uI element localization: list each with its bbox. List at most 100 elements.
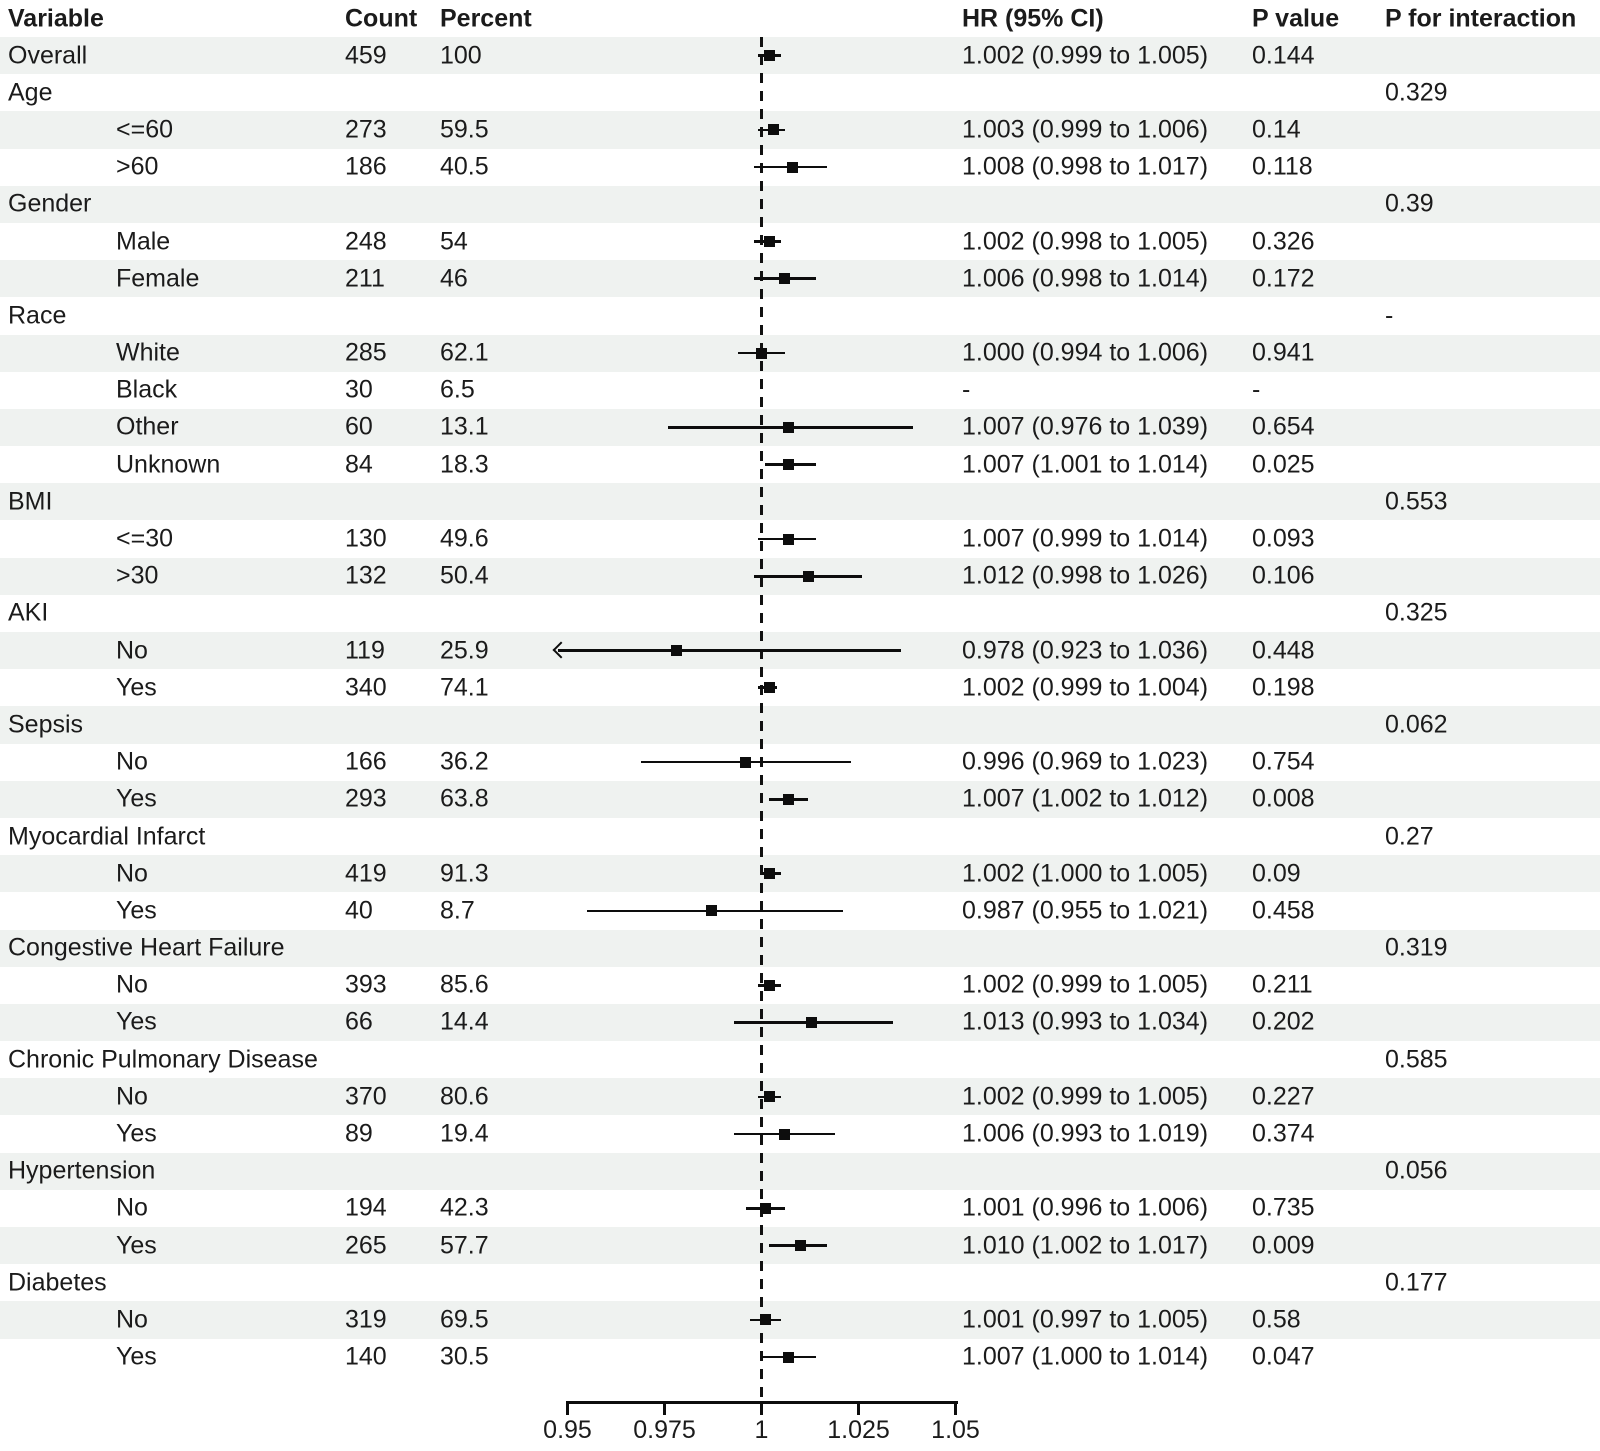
row-p-value: 0.448 [1252,636,1315,665]
row-percent: 36.2 [440,747,489,776]
row-count: 66 [345,1007,373,1036]
row-hr-ci-text: 1.007 (0.999 to 1.014) [962,524,1209,553]
x-axis: 0.95 0.975 1 1.025 1.05 [0,1401,1600,1451]
ci-line [557,649,902,652]
table-row: No 370 80.6 1.002 (0.999 to 1.005) 0.227 [0,1078,1600,1116]
row-p-value: 0.144 [1252,41,1315,70]
row-p-value: 0.58 [1252,1305,1301,1334]
row-variable-label: No [116,1082,148,1111]
row-hr-ci-text: 1.001 (0.997 to 1.005) [962,1305,1209,1334]
row-p-value: 0.09 [1252,859,1301,888]
row-percent: 69.5 [440,1305,489,1334]
row-hr-ci-text: 1.006 (0.993 to 1.019) [962,1119,1209,1148]
row-count: 60 [345,412,373,441]
row-count: 166 [345,747,387,776]
table-row: Female 211 46 1.006 (0.998 to 1.014) 0.1… [0,260,1600,298]
row-variable-label: Yes [116,1119,157,1148]
row-p-value: 0.211 [1252,970,1313,999]
row-percent: 62.1 [440,338,489,367]
hr-point-marker [763,682,775,694]
ci-clip-arrow-left-icon [552,641,570,659]
table-row: Yes 140 30.5 1.007 (1.000 to 1.014) 0.04… [0,1339,1600,1376]
table-row: AKI 0.325 [0,595,1600,632]
table-row: Yes 340 74.1 1.002 (0.999 to 1.004) 0.19… [0,669,1600,706]
row-p-value: 0.374 [1252,1119,1315,1148]
row-variable-label: Myocardial Infarct [8,822,206,851]
row-count: 419 [345,859,387,888]
row-count: 319 [345,1305,387,1334]
row-hr-ci-text: 1.006 (0.998 to 1.014) [962,264,1209,293]
row-p-value: 0.047 [1252,1342,1315,1371]
row-percent: 50.4 [440,561,489,590]
row-hr-ci-text: 1.010 (1.002 to 1.017) [962,1231,1209,1260]
row-hr-ci-text: - [962,375,971,404]
column-header-p-value: P value [1252,4,1340,32]
row-variable-label: Yes [116,896,157,925]
row-variable-label: No [116,747,148,776]
hr-point-marker [783,1351,795,1363]
hr-point-marker [759,1202,771,1214]
row-p-value: 0.326 [1252,227,1315,256]
hr-point-marker [783,533,795,545]
table-row: BMI 0.553 [0,483,1600,521]
row-count: 89 [345,1119,373,1148]
row-hr-ci-text: 1.002 (0.999 to 1.005) [962,41,1209,70]
row-hr-ci-text: 1.002 (0.999 to 1.005) [962,970,1209,999]
table-row: Myocardial Infarct 0.27 [0,818,1600,855]
row-p-value: 0.458 [1252,896,1315,925]
row-variable-label: Congestive Heart Failure [8,933,285,962]
row-percent: 100 [440,41,482,70]
table-row: No 393 85.6 1.002 (0.999 to 1.005) 0.211 [0,967,1600,1004]
row-variable-label: Race [8,301,67,330]
row-p-value: 0.118 [1252,152,1313,181]
table-row: No 119 25.9 0.978 (0.923 to 1.036) 0.448 [0,632,1600,670]
table-row: Yes 89 19.4 1.006 (0.993 to 1.019) 0.374 [0,1115,1600,1152]
row-variable-label: >30 [116,561,159,590]
table-row: Male 248 54 1.002 (0.998 to 1.005) 0.326 [0,223,1600,260]
table-row: Overall 459 100 1.002 (0.999 to 1.005) 0… [0,37,1600,75]
row-variable-label: Age [8,78,53,107]
row-percent: 18.3 [440,450,489,479]
row-variable-label: White [116,338,180,367]
row-hr-ci-text: 1.002 (1.000 to 1.005) [962,859,1209,888]
hr-point-marker [763,1091,775,1103]
table-row: Hypertension 0.056 [0,1152,1600,1190]
row-percent: 13.1 [440,412,489,441]
row-percent: 8.7 [440,896,475,925]
row-hr-ci-text: 1.007 (1.000 to 1.014) [962,1342,1209,1371]
row-variable-label: No [116,1305,148,1334]
hr-point-marker [783,421,795,433]
hr-point-marker [759,1314,771,1326]
hr-point-marker [763,236,775,248]
table-row: No 194 42.3 1.001 (0.996 to 1.006) 0.735 [0,1190,1600,1227]
row-variable-label: <=60 [116,115,174,144]
row-variable-label: Chronic Pulmonary Disease [8,1045,318,1074]
row-count: 293 [345,784,387,813]
row-count: 130 [345,524,387,553]
table-row: Diabetes 0.177 [0,1264,1600,1301]
hr-point-marker [740,756,752,768]
table-row: <=60 273 59.5 1.003 (0.999 to 1.006) 0.1… [0,111,1600,149]
hr-point-marker [763,979,775,991]
row-count: 340 [345,673,387,702]
row-p-interaction: 0.177 [1385,1268,1448,1297]
axis-tick [760,1401,763,1415]
axis-tick [954,1401,957,1415]
row-variable-label: Black [116,375,178,404]
row-hr-ci-text: 1.002 (0.998 to 1.005) [962,227,1209,256]
row-count: 211 [345,264,385,293]
table-row: <=30 130 49.6 1.007 (0.999 to 1.014) 0.0… [0,520,1600,557]
row-p-value: 0.106 [1252,561,1315,590]
row-percent: 80.6 [440,1082,489,1111]
row-count: 140 [345,1342,387,1371]
row-p-interaction: 0.056 [1385,1156,1448,1185]
row-variable-label: No [116,636,148,665]
table-row: Yes 293 63.8 1.007 (1.002 to 1.012) 0.00… [0,780,1600,818]
row-hr-ci-text: 1.002 (0.999 to 1.005) [962,1082,1209,1111]
table-row: No 166 36.2 0.996 (0.969 to 1.023) 0.754 [0,744,1600,781]
row-variable-label: Sepsis [8,710,84,739]
row-p-value: 0.14 [1252,115,1301,144]
row-count: 194 [345,1193,387,1222]
row-variable-label: No [116,1193,148,1222]
